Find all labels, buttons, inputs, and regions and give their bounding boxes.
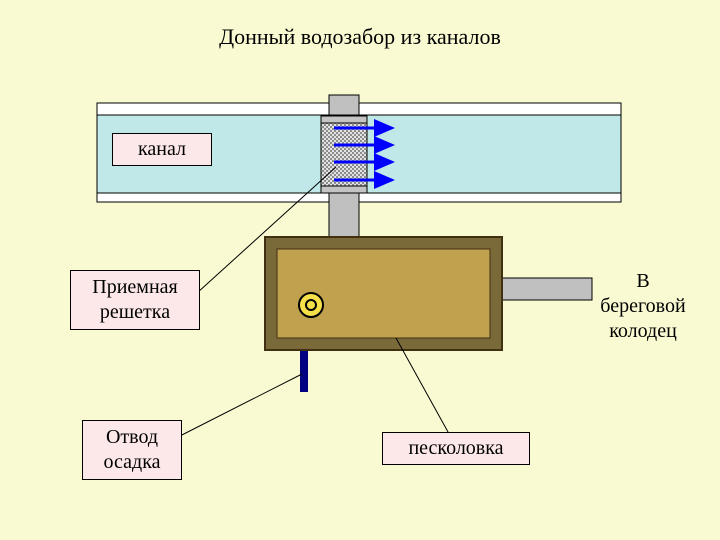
vertical-pipe-bottom	[329, 193, 359, 237]
sand-trap-label: песколовка	[382, 432, 530, 465]
diagram-title: Донный водозабор из каналов	[0, 24, 720, 50]
to-shore-well-label: Вбереговойколодец	[578, 269, 708, 344]
vertical-pipe-top	[329, 95, 359, 115]
intake-grate-label: Приемнаярешетка	[70, 270, 200, 330]
sand-trap-tank	[265, 237, 502, 350]
diagram-canvas: Донный водозабор из каналов канал Приемн…	[0, 0, 720, 540]
manhole-ring	[299, 293, 323, 317]
drain-pipe	[300, 346, 308, 392]
canal-label: канал	[112, 133, 212, 166]
sediment-drain-label: Отводосадка	[82, 420, 182, 480]
